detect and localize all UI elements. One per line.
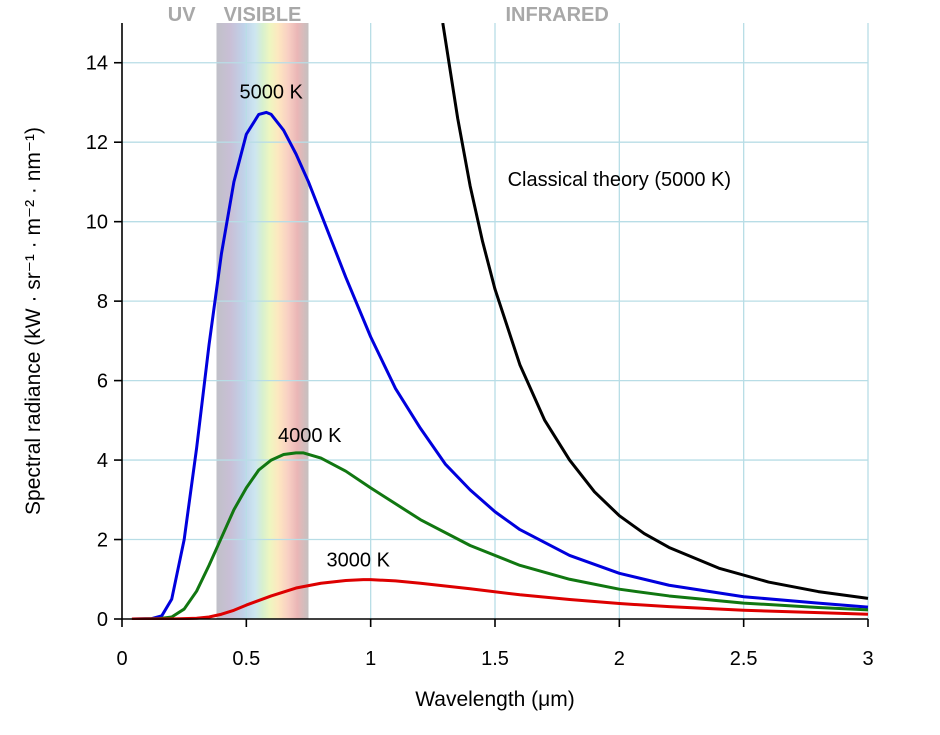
series-lines: [131, 23, 869, 620]
y-axis-title: Spectral radiance (kW · sr⁻¹ · m⁻² · nm⁻…: [22, 127, 45, 515]
region-label-visible: VISIBLE: [224, 4, 302, 26]
x-tick-label: 3: [862, 648, 873, 670]
x-tick-label: 2.5: [730, 648, 758, 670]
y-tick-label: 8: [97, 291, 108, 313]
x-tick-label: 1.5: [481, 648, 509, 670]
x-tick-label: 2: [614, 648, 625, 670]
chart-labels: UV VISIBLE INFRARED 5000 K 4000 K 3000 K Class…: [168, 4, 731, 572]
series-label-3000-k: 3000 K: [327, 550, 391, 572]
series-line-4000-k: [131, 451, 869, 620]
series-label-4000-k: 4000 K: [278, 425, 342, 447]
axes: 0 0.5 1 1.5 2 2.5 3 0 2 4 6 8 10 12 14: [86, 23, 874, 670]
x-axis-title: Wavelength (μm): [415, 688, 575, 711]
y-tick-label: 12: [86, 132, 108, 154]
y-tick-label: 6: [97, 371, 108, 393]
series-line-classical-theory-5000-k: [441, 23, 869, 600]
x-tick-label: 1: [365, 648, 376, 670]
y-tick-label: 0: [97, 609, 108, 631]
y-tick-label: 2: [97, 530, 108, 552]
series-label-5000-k: 5000 K: [240, 81, 304, 103]
series-line-3000-k: [131, 578, 869, 620]
y-tick-label: 4: [97, 450, 108, 472]
series-line-5000-k: [131, 110, 869, 620]
y-tick-label: 10: [86, 212, 108, 234]
y-tick-label: 14: [86, 53, 108, 75]
region-label-uv: UV: [168, 4, 196, 26]
visible-spectrum-band: [216, 23, 309, 619]
region-label-infrared: INFRARED: [505, 4, 608, 26]
x-tick-label: 0.5: [232, 648, 260, 670]
grid: [122, 23, 869, 619]
series-label-classical-theory-5000-k: Classical theory (5000 K): [508, 169, 731, 191]
x-tick-label: 0: [116, 648, 127, 670]
